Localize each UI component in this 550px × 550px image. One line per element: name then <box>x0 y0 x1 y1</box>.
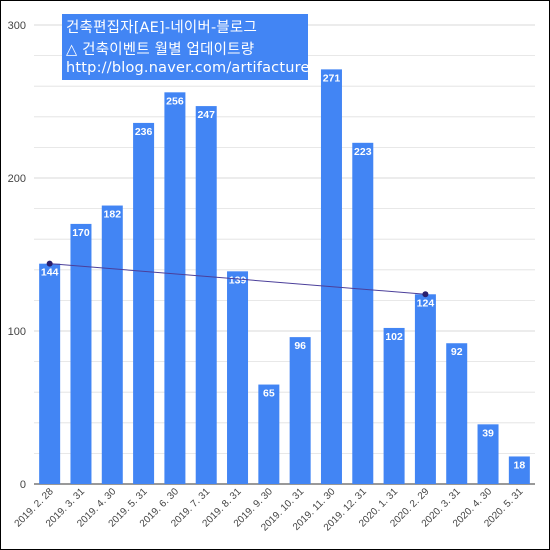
trendline <box>46 260 429 298</box>
y-axis-ticks: 0 100 200 300 <box>8 20 26 491</box>
y-tick-label: 300 <box>8 20 26 32</box>
bar-value-label: 124 <box>417 297 435 309</box>
trendline-point <box>46 260 53 267</box>
y-tick-label: 0 <box>20 479 26 491</box>
bar <box>352 142 374 484</box>
bar-value-label: 236 <box>135 126 153 138</box>
bar <box>70 223 92 484</box>
bar <box>477 424 499 484</box>
chart-title-url: http://blog.naver.com/artifacture <box>66 60 310 76</box>
bars: 144 170 182 236 256 247 139 65 96 271 223 102 124 92 3… <box>39 69 530 485</box>
bar-value-label: 18 <box>514 459 526 471</box>
y-tick-label: 200 <box>8 173 26 185</box>
bar <box>258 384 280 484</box>
bar-value-label: 96 <box>294 340 306 352</box>
bar <box>414 294 436 484</box>
bar-value-label: 65 <box>263 388 275 400</box>
bar <box>446 343 468 484</box>
bar-value-label: 39 <box>482 427 494 439</box>
bar <box>195 106 217 484</box>
bar <box>227 271 249 484</box>
bar <box>164 92 186 484</box>
bar-value-label: 139 <box>229 274 247 286</box>
bar <box>101 205 123 485</box>
bar <box>508 456 530 484</box>
bar-value-label: 170 <box>72 227 90 239</box>
bar-value-label: 182 <box>104 209 122 221</box>
bar <box>383 327 405 484</box>
bar-value-label: 223 <box>354 146 372 158</box>
y-tick-label: 100 <box>8 326 26 338</box>
bar <box>39 263 61 484</box>
bar-value-label: 271 <box>323 72 341 84</box>
title-background <box>62 14 308 80</box>
bar-value-label: 144 <box>41 267 59 279</box>
trendline-point <box>422 291 429 298</box>
bar <box>133 122 155 485</box>
trendline-segment <box>49 263 426 295</box>
chart-title-blog: 건축편집자[AE]-네이버-블로그 <box>66 20 257 36</box>
bar-value-label: 247 <box>197 109 215 121</box>
bar <box>320 69 342 485</box>
bar-value-label: 256 <box>166 95 184 107</box>
bar <box>289 337 311 484</box>
bar-value-label: 102 <box>385 331 403 343</box>
chart-title-subject: △ 건축이벤트 월별 업데이트량 <box>66 42 255 58</box>
bar-value-label: 92 <box>451 346 463 358</box>
